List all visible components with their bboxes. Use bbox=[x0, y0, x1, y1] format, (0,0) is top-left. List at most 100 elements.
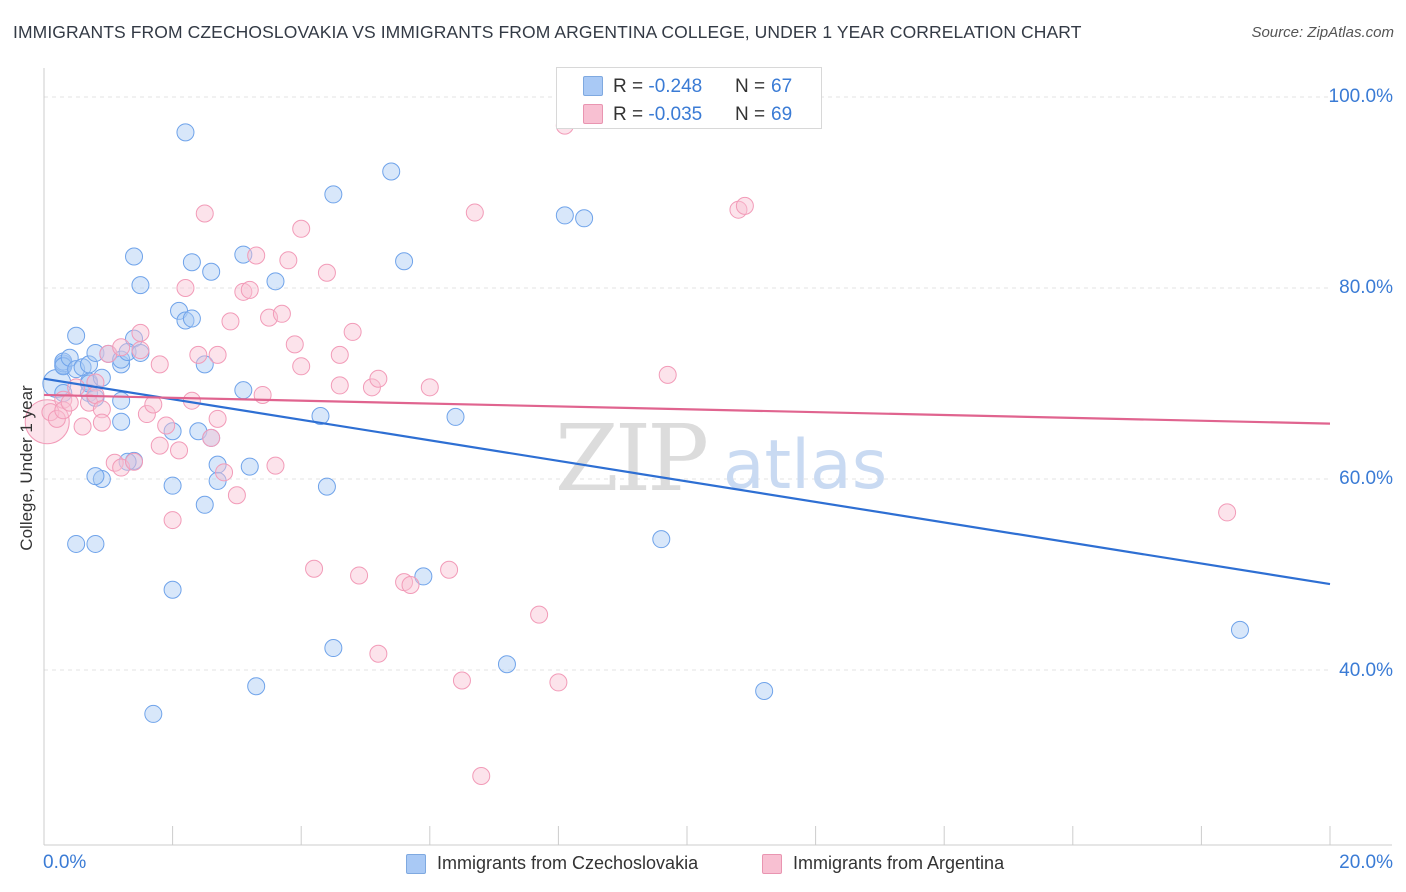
bottom-legend-swatch-argentina bbox=[762, 854, 782, 874]
point-argentina bbox=[92, 400, 111, 419]
point-czechoslovakia bbox=[60, 348, 79, 367]
axes bbox=[43, 68, 1392, 846]
point-czechoslovakia bbox=[247, 677, 266, 696]
bottom-legend-label-argentina: Immigrants from Argentina bbox=[793, 853, 1005, 873]
point-argentina bbox=[472, 767, 491, 786]
point-argentina bbox=[369, 644, 388, 663]
point-argentina bbox=[401, 576, 420, 595]
point-argentina bbox=[292, 219, 311, 238]
point-czechoslovakia bbox=[86, 534, 105, 553]
point-czechoslovakia bbox=[208, 455, 227, 474]
point-argentina bbox=[350, 566, 369, 585]
point-czechoslovakia bbox=[176, 311, 195, 330]
legend-swatch-czechoslovakia bbox=[583, 76, 603, 96]
legend-n-label: N = bbox=[735, 104, 766, 125]
y-axis-label: College, Under 1 year bbox=[17, 385, 36, 551]
watermark: ZIP atlas bbox=[555, 405, 887, 512]
point-argentina bbox=[221, 312, 240, 331]
point-argentina bbox=[330, 376, 349, 395]
watermark-zip: ZIP bbox=[555, 405, 706, 512]
point-argentina bbox=[549, 673, 568, 692]
point-argentina bbox=[157, 416, 176, 435]
point-argentina bbox=[131, 323, 150, 342]
legend: R = -0.248 N = 67 R = -0.035 N = 69 bbox=[556, 67, 822, 129]
y-tick-label-40: 40.0% bbox=[1339, 660, 1393, 681]
point-argentina bbox=[202, 428, 221, 447]
point-czechoslovakia bbox=[311, 406, 330, 425]
legend-r-value: -0.035 bbox=[648, 104, 703, 125]
point-argentina bbox=[208, 345, 227, 364]
point-argentina bbox=[234, 282, 253, 301]
point-czechoslovakia bbox=[163, 580, 182, 599]
point-czechoslovakia bbox=[497, 655, 516, 674]
point-czechoslovakia bbox=[555, 206, 574, 225]
point-argentina bbox=[195, 204, 214, 223]
x-tick-label-right: 20.0% bbox=[1339, 852, 1393, 873]
point-czechoslovakia bbox=[67, 534, 86, 553]
point-argentina bbox=[170, 441, 189, 460]
point-argentina bbox=[247, 246, 266, 265]
point-czechoslovakia bbox=[266, 272, 285, 291]
legend-n-value: 69 bbox=[771, 104, 793, 125]
point-argentina bbox=[215, 463, 234, 482]
point-czechoslovakia bbox=[234, 245, 253, 264]
point-argentina bbox=[189, 345, 208, 364]
point-czechoslovakia bbox=[382, 162, 401, 181]
point-argentina bbox=[658, 365, 677, 384]
x-tick-label-left: 0.0% bbox=[43, 852, 87, 873]
point-argentina bbox=[92, 413, 111, 432]
point-argentina bbox=[285, 335, 304, 354]
point-czechoslovakia bbox=[324, 639, 343, 658]
point-argentina bbox=[530, 605, 549, 624]
point-argentina bbox=[176, 279, 195, 297]
point-czechoslovakia bbox=[182, 253, 201, 272]
point-czechoslovakia bbox=[195, 495, 214, 514]
point-czechoslovakia bbox=[125, 247, 144, 266]
point-czechoslovakia bbox=[652, 530, 671, 549]
point-czechoslovakia bbox=[575, 209, 594, 228]
trend-layer bbox=[43, 377, 1331, 586]
point-czechoslovakia bbox=[67, 326, 86, 345]
bottom-legend-label-czechoslovakia: Immigrants from Czechoslovakia bbox=[437, 853, 699, 873]
points-layer bbox=[24, 116, 1249, 786]
point-czechoslovakia bbox=[144, 704, 163, 723]
legend-swatch-argentina bbox=[583, 104, 603, 124]
point-czechoslovakia bbox=[195, 355, 214, 374]
point-argentina bbox=[240, 280, 259, 299]
point-argentina bbox=[266, 456, 285, 475]
legend-n-label: N = bbox=[735, 76, 766, 97]
point-argentina bbox=[279, 251, 298, 270]
point-argentina bbox=[452, 671, 471, 690]
point-czechoslovakia bbox=[131, 276, 150, 295]
y-tick-label-100: 100.0% bbox=[1328, 86, 1393, 107]
point-argentina bbox=[112, 338, 131, 357]
legend-r-value: -0.248 bbox=[648, 76, 703, 97]
chart-title: IMMIGRANTS FROM CZECHOSLOVAKIA VS IMMIGR… bbox=[13, 22, 1082, 42]
point-czechoslovakia bbox=[240, 457, 259, 476]
point-argentina bbox=[208, 409, 227, 428]
point-argentina bbox=[305, 559, 324, 578]
point-argentina bbox=[227, 486, 246, 505]
point-argentina bbox=[330, 345, 349, 364]
point-argentina bbox=[440, 560, 459, 579]
point-czechoslovakia bbox=[755, 682, 774, 701]
point-czechoslovakia bbox=[446, 407, 465, 426]
point-argentina bbox=[150, 436, 169, 455]
grid bbox=[44, 96, 1330, 671]
legend-r-label: R = bbox=[613, 76, 649, 97]
point-argentina bbox=[343, 322, 362, 341]
bottom-legend-swatch-czechoslovakia bbox=[406, 854, 426, 874]
point-argentina bbox=[420, 378, 439, 397]
point-czechoslovakia bbox=[182, 309, 201, 328]
point-czechoslovakia bbox=[234, 381, 253, 400]
point-czechoslovakia bbox=[112, 391, 131, 410]
point-argentina bbox=[54, 401, 73, 420]
y-tick-label-60: 60.0% bbox=[1339, 468, 1393, 489]
point-czechoslovakia bbox=[202, 262, 221, 281]
point-argentina bbox=[317, 263, 336, 282]
point-czechoslovakia bbox=[1230, 620, 1249, 639]
point-czechoslovakia bbox=[317, 477, 336, 496]
point-czechoslovakia bbox=[112, 412, 131, 431]
point-argentina bbox=[465, 203, 484, 222]
